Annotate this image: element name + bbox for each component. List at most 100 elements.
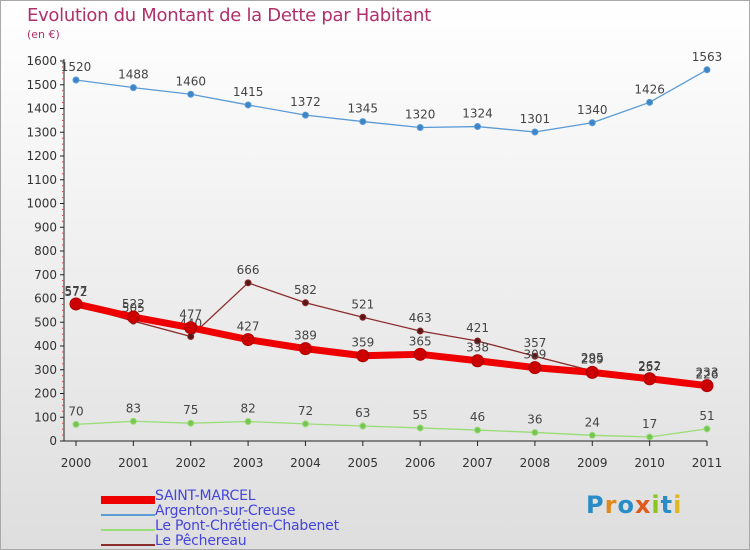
- data-label: 233: [696, 366, 719, 380]
- data-label: 257: [638, 360, 661, 374]
- data-point: [301, 111, 309, 119]
- data-label: 521: [351, 297, 374, 311]
- data-point: [187, 419, 195, 427]
- logo-letter: t: [660, 491, 674, 519]
- data-point: [700, 379, 714, 393]
- data-label: 365: [409, 334, 432, 348]
- legend-swatch: [101, 544, 155, 546]
- x-tick-label: 2009: [577, 456, 608, 470]
- logo-letter: x: [634, 491, 652, 519]
- legend-label: SAINT-MARCEL: [155, 488, 256, 504]
- legend-label: Le Pont-Chrétien-Chabenet: [155, 518, 339, 534]
- y-tick-label: 600: [34, 292, 57, 306]
- y-tick-label: 300: [34, 363, 57, 377]
- x-tick-label: 2001: [118, 456, 149, 470]
- y-tick-label: 0: [49, 434, 57, 448]
- data-point: [474, 337, 482, 345]
- data-point: [72, 76, 80, 84]
- data-label: 83: [126, 401, 141, 415]
- data-label: 295: [581, 351, 604, 365]
- series-line: [75, 69, 708, 133]
- y-tick-label: 1000: [26, 197, 57, 211]
- data-point: [413, 347, 427, 361]
- data-label: 427: [237, 320, 260, 334]
- data-point: [474, 123, 482, 131]
- data-label: 51: [699, 409, 714, 423]
- y-tick-label: 500: [34, 315, 57, 329]
- data-point: [471, 354, 485, 368]
- data-point: [298, 342, 312, 356]
- data-label: 262: [638, 359, 661, 373]
- data-point: [416, 424, 424, 432]
- data-point: [126, 310, 140, 324]
- x-tick-label: 2011: [692, 456, 723, 470]
- data-label: 1563: [692, 50, 723, 64]
- data-label: 1372: [290, 95, 321, 109]
- logo-letter: o: [617, 491, 635, 519]
- y-tick-label: 1100: [26, 173, 57, 187]
- data-point: [72, 420, 80, 428]
- x-tick-label: 2008: [520, 456, 551, 470]
- data-point: [241, 333, 255, 347]
- data-label: 577: [65, 284, 88, 298]
- data-point: [359, 313, 367, 321]
- data-point: [531, 128, 539, 136]
- data-point: [244, 279, 252, 287]
- y-tick-label: 1600: [26, 54, 57, 68]
- data-label: 477: [179, 308, 202, 322]
- data-point: [416, 327, 424, 335]
- y-tick-label: 400: [34, 339, 57, 353]
- data-label: 55: [413, 408, 428, 422]
- data-label: 522: [122, 297, 145, 311]
- data-point: [643, 372, 657, 386]
- data-point: [528, 361, 542, 375]
- x-tick-label: 2005: [348, 456, 379, 470]
- data-label: 1345: [348, 102, 379, 116]
- data-label: 1520: [61, 60, 92, 74]
- data-point: [588, 431, 596, 439]
- data-label: 1320: [405, 108, 436, 122]
- series-line: [72, 300, 711, 390]
- data-point: [301, 420, 309, 428]
- legend-label: Le Pêchereau: [155, 533, 247, 549]
- proxiti-logo: Proxiti: [586, 491, 682, 519]
- logo-letter: i: [651, 491, 661, 519]
- y-tick-label: 800: [34, 244, 57, 258]
- y-tick-label: 1400: [26, 102, 57, 116]
- data-label: 1340: [577, 103, 608, 117]
- logo-letter: P: [586, 491, 605, 519]
- data-label: 72: [298, 404, 313, 418]
- legend-swatch: [101, 529, 155, 531]
- data-label: 582: [294, 283, 317, 297]
- data-point: [244, 101, 252, 109]
- data-label: 75: [183, 403, 198, 417]
- data-label: 289: [581, 352, 604, 366]
- data-point: [301, 299, 309, 307]
- x-tick-label: 2003: [233, 456, 264, 470]
- data-label: 359: [351, 336, 374, 350]
- data-label: 1301: [520, 112, 551, 126]
- data-label: 338: [466, 341, 489, 355]
- logo-letter: i: [673, 491, 683, 519]
- data-label: 70: [68, 404, 83, 418]
- data-label: 1426: [634, 82, 665, 96]
- chart-unit: (en €): [27, 28, 60, 41]
- data-point: [187, 90, 195, 98]
- y-tick-label: 1300: [26, 125, 57, 139]
- x-tick-label: 2004: [290, 456, 321, 470]
- data-label: 572: [65, 285, 88, 299]
- data-label: 226: [696, 367, 719, 381]
- data-label: 1460: [175, 74, 206, 88]
- legend-swatch: [101, 496, 155, 504]
- data-point: [359, 422, 367, 430]
- data-label: 389: [294, 329, 317, 343]
- data-label: 63: [355, 406, 370, 420]
- data-point: [359, 118, 367, 126]
- data-point: [585, 365, 599, 379]
- data-label: 463: [409, 311, 432, 325]
- data-point: [531, 352, 539, 360]
- data-point: [416, 124, 424, 131]
- x-tick-label: 2002: [175, 456, 206, 470]
